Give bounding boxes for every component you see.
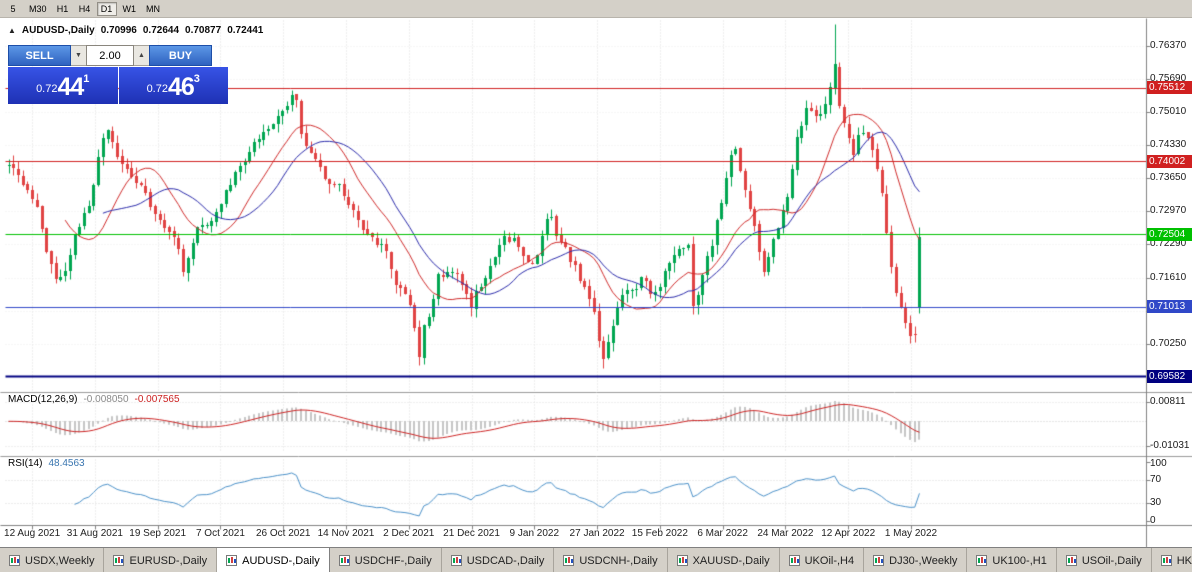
ask-price-pip-digit: 3 <box>193 73 200 85</box>
chart-tab-usdcnh-daily[interactable]: USDCNH-,Daily <box>554 548 668 572</box>
timeframe-button-5[interactable]: 5 <box>3 2 23 16</box>
one-click-panel-toggle-icon[interactable]: ▲ <box>8 26 16 35</box>
bid-price-pip-digit: 1 <box>83 73 90 85</box>
chart-tab-icon <box>9 555 20 566</box>
timeframe-toolbar: 5 M30 H1 H4 D1 W1 MN <box>0 0 1192 18</box>
chart-tab-usdx-weekly[interactable]: USDX,Weekly <box>0 548 105 572</box>
ask-price-display[interactable]: 0.72 46 3 <box>118 67 228 104</box>
chart-tab-label: HK50- <box>1176 554 1192 567</box>
bid-price-display[interactable]: 0.72 44 1 <box>8 67 118 104</box>
chart-tab-bar: USDX,Weekly EURUSD-,Daily AUDUSD-,Daily USD… <box>0 547 1192 572</box>
timeframe-button-mn[interactable]: MN <box>142 2 164 16</box>
chart-tab-icon <box>450 555 462 566</box>
ohlc-close: 0.72441 <box>227 25 264 36</box>
chart-tab-icon <box>338 555 350 566</box>
timeframe-button-m30[interactable]: M30 <box>25 2 51 16</box>
chart-tab-eurusd-daily[interactable]: EURUSD-,Daily <box>104 548 218 572</box>
chart-tab-audusd-daily[interactable]: AUDUSD-,Daily <box>217 548 330 572</box>
chart-tab-label: XAUUSD-,Daily <box>692 554 770 567</box>
chart-tab-label: USDCNH-,Daily <box>579 554 658 567</box>
chart-tab-xauusd-daily[interactable]: XAUUSD-,Daily <box>667 548 780 572</box>
chart-tab-icon <box>873 555 885 566</box>
ohlc-low: 0.70877 <box>185 25 222 36</box>
chart-tab-label: EURUSD-,Daily <box>129 554 208 567</box>
timeframe-button-w1[interactable]: W1 <box>119 2 141 16</box>
macd-indicator-title: MACD(12,26,9) -0.008050 -0.007565 <box>8 394 180 405</box>
macd-main-value: -0.008050 <box>83 394 129 405</box>
bid-price-big-digits: 44 <box>57 73 84 101</box>
chart-tab-label: USDCAD-,Daily <box>466 554 545 567</box>
ohlc-open: 0.70996 <box>100 25 137 36</box>
volume-decrease-button[interactable]: ▼ <box>71 45 86 66</box>
chart-tab-icon <box>976 555 988 566</box>
chart-tab-label: USOil-,Daily <box>1081 554 1142 567</box>
rsi-value: 48.4563 <box>48 458 85 469</box>
macd-name: MACD(12,26,9) <box>8 394 78 405</box>
chart-tab-dj30-weekly[interactable]: DJ30-,Weekly <box>864 548 968 572</box>
chart-tab-icon <box>676 555 688 566</box>
ask-price-big-digits: 46 <box>167 73 195 101</box>
ask-price-prefix: 0.72 <box>146 83 168 95</box>
trade-panel-controls: SELL ▼ ▲ BUY <box>8 45 228 66</box>
chart-tab-icon <box>788 555 800 566</box>
volume-increase-button[interactable]: ▲ <box>134 45 149 66</box>
chart-tab-icon <box>113 555 125 566</box>
chart-ohlc-readout: ▲ AUDUSD-,Daily 0.70996 0.72644 0.70877 … <box>8 25 263 36</box>
chart-tab-icon <box>1065 555 1077 566</box>
rsi-indicator-title: RSI(14) 48.4563 <box>8 458 85 469</box>
sell-button[interactable]: SELL <box>8 45 71 66</box>
chart-symbol-period: AUDUSD-,Daily <box>21 25 95 36</box>
bid-price-prefix: 0.72 <box>36 83 58 95</box>
chart-tab-label: DJ30-,Weekly <box>889 554 958 567</box>
chart-tab-label: USDX,Weekly <box>25 554 95 567</box>
volume-input[interactable] <box>86 45 134 66</box>
timeframe-button-d1[interactable]: D1 <box>96 1 117 16</box>
chart-tab-icon <box>1160 555 1172 566</box>
chart-tab-ukoil-h4[interactable]: UKOil-,H4 <box>779 548 865 572</box>
chart-tab-usoil-daily[interactable]: USOil-,Daily <box>1056 548 1152 572</box>
chart-tab-icon <box>563 555 575 566</box>
chart-tab-label: UK100-,H1 <box>992 554 1047 567</box>
chart-tab-uk100-h1[interactable]: UK100-,H1 <box>967 548 1057 572</box>
timeframe-button-h4[interactable]: H4 <box>75 2 95 16</box>
buy-button[interactable]: BUY <box>149 45 212 66</box>
chart-tab-label: AUDUSD-,Daily <box>242 554 320 567</box>
trade-panel-prices: 0.72 44 1 0.72 46 3 <box>8 67 228 104</box>
timeframe-button-h1[interactable]: H1 <box>53 2 73 16</box>
chart-tab-usdcad-daily[interactable]: USDCAD-,Daily <box>441 548 555 572</box>
ohlc-high: 0.72644 <box>142 25 180 36</box>
macd-signal-value: -0.007565 <box>134 394 180 405</box>
chart-tab-icon <box>226 555 238 566</box>
chart-tab-hk50[interactable]: HK50- <box>1151 548 1192 572</box>
chart-tab-label: USDCHF-,Daily <box>354 554 432 567</box>
rsi-name: RSI(14) <box>8 458 43 469</box>
chart-tab-usdchf-daily[interactable]: USDCHF-,Daily <box>329 548 442 572</box>
chart-tab-label: UKOil-,H4 <box>804 554 855 567</box>
